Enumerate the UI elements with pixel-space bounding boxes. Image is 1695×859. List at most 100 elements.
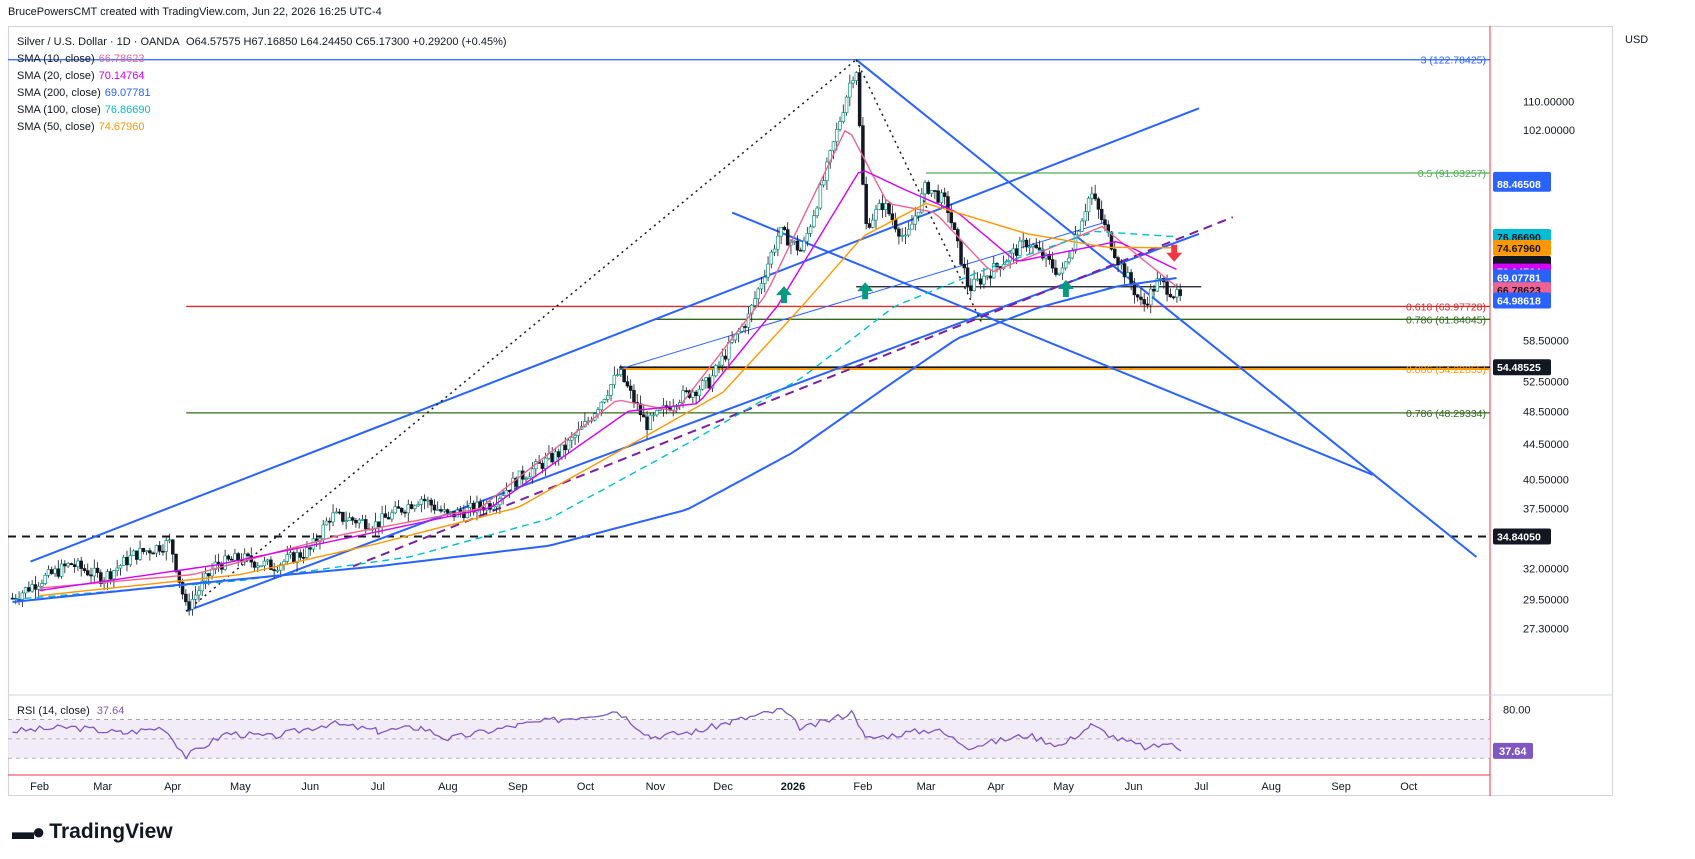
candle-body	[710, 375, 715, 389]
candle-body	[884, 203, 888, 210]
currency-selector[interactable]: USD	[1625, 34, 1649, 46]
candle-body	[841, 112, 846, 122]
time-tick-label: Nov	[646, 781, 666, 793]
price-label-text: 34.84050	[1497, 531, 1541, 543]
candle-body	[56, 568, 61, 577]
rsi-legend[interactable]: RSI (14, close) 37.64	[17, 705, 124, 717]
candle-body	[1099, 208, 1104, 221]
candle-body	[144, 550, 149, 553]
candle-body	[632, 390, 636, 403]
candle-body	[1057, 272, 1061, 275]
time-tick-label: Feb	[30, 781, 49, 793]
indicator-value: 70.14764	[98, 70, 145, 82]
trend-line[interactable]	[30, 107, 1200, 563]
candle-body	[779, 226, 783, 237]
candle-body	[746, 313, 751, 328]
candle-body	[713, 365, 718, 377]
tradingview-logo[interactable]: ▬● TradingView	[12, 819, 173, 845]
candle-body	[301, 556, 306, 559]
candle-body	[1122, 263, 1127, 278]
indicator-legend-row[interactable]: SMA (200, close) 69.07781	[17, 85, 507, 102]
candle-body	[105, 571, 110, 582]
candle-body	[491, 506, 496, 510]
sma-line[interactable]	[39, 170, 1177, 592]
candle-body	[347, 517, 352, 521]
candle-body	[857, 72, 862, 127]
candle-body	[691, 391, 695, 398]
candle-body	[40, 583, 44, 587]
candle-body	[171, 539, 175, 555]
candle-body	[1096, 198, 1101, 210]
candle-body	[1060, 267, 1065, 274]
candle-body	[33, 584, 38, 590]
candle-body	[328, 520, 332, 523]
candle-body	[233, 553, 237, 561]
candle-body	[442, 509, 447, 512]
time-tick-label: May	[1053, 781, 1074, 793]
chart-pane-border	[8, 26, 1613, 796]
candle-body	[413, 505, 417, 509]
sma-line[interactable]	[39, 129, 1177, 589]
indicator-value: 74.67960	[98, 121, 145, 133]
candle-body	[471, 502, 476, 513]
candle-body	[933, 190, 937, 192]
rsi-line[interactable]	[12, 707, 1182, 760]
candle-body	[288, 552, 293, 556]
candle-body	[1132, 284, 1137, 296]
candle-body	[766, 263, 770, 278]
candle-body	[550, 453, 554, 463]
candle-body	[95, 567, 100, 573]
candle-body	[331, 512, 335, 523]
candle-body	[1113, 248, 1117, 258]
candle-body	[697, 388, 702, 397]
candle-body	[756, 288, 760, 300]
candle-body	[439, 509, 443, 512]
time-tick-label: Oct	[577, 781, 594, 793]
candle-body	[916, 211, 921, 217]
candle-body	[193, 594, 198, 600]
trend-line[interactable]	[855, 58, 1478, 558]
candle-body	[360, 519, 365, 521]
time-tick-label: Aug	[438, 781, 458, 793]
time-tick-label: Mar	[917, 781, 936, 793]
indicator-legend-row[interactable]: SMA (50, close) 74.67960	[17, 119, 507, 136]
candle-body	[808, 226, 813, 234]
indicator-legend-row[interactable]: SMA (100, close) 76.86690	[17, 102, 507, 119]
time-tick-label: Jul	[1194, 781, 1208, 793]
candle-body	[1031, 244, 1035, 247]
sma-line[interactable]	[39, 202, 1177, 597]
candle-body	[799, 249, 803, 252]
indicator-legend-row[interactable]: SMA (20, close) 70.14764	[17, 68, 507, 85]
candle-body	[982, 275, 986, 285]
candle-body	[877, 203, 882, 210]
candle-body	[514, 477, 518, 487]
indicator-legend-row[interactable]: SMA (10, close) 66.78623	[17, 51, 507, 68]
price-tick-label: 102.00000	[1523, 125, 1575, 137]
candle-body	[700, 380, 705, 390]
candle-body	[573, 435, 577, 438]
candle-body	[285, 554, 290, 562]
trend-line[interactable]	[731, 211, 1374, 476]
symbol-row[interactable]: Silver / U.S. Dollar · 1D · OANDA O64.57…	[17, 34, 507, 51]
candle-body	[576, 429, 581, 436]
candle-body	[207, 573, 211, 577]
rsi-label: RSI (14, close)	[17, 705, 90, 717]
candle-body	[377, 521, 381, 527]
price-tick-label: 37.50000	[1523, 504, 1569, 516]
time-tick-label: Apr	[987, 781, 1004, 793]
trend-line[interactable]	[185, 232, 1200, 613]
candle-body	[864, 184, 868, 224]
candle-body	[553, 451, 558, 463]
sma-line[interactable]	[12, 277, 1177, 603]
candle-body	[985, 275, 989, 278]
fib-extension-trend-line[interactable]	[855, 59, 984, 325]
price-tick-label: 27.30000	[1523, 624, 1569, 636]
candle-body	[76, 560, 80, 568]
candle-body	[952, 222, 957, 230]
fib-extension-trend-line[interactable]	[185, 59, 857, 612]
candle-body	[1037, 247, 1042, 250]
time-tick-label: Oct	[1400, 781, 1417, 793]
candle-body	[815, 207, 819, 217]
candle-body	[1054, 267, 1058, 275]
